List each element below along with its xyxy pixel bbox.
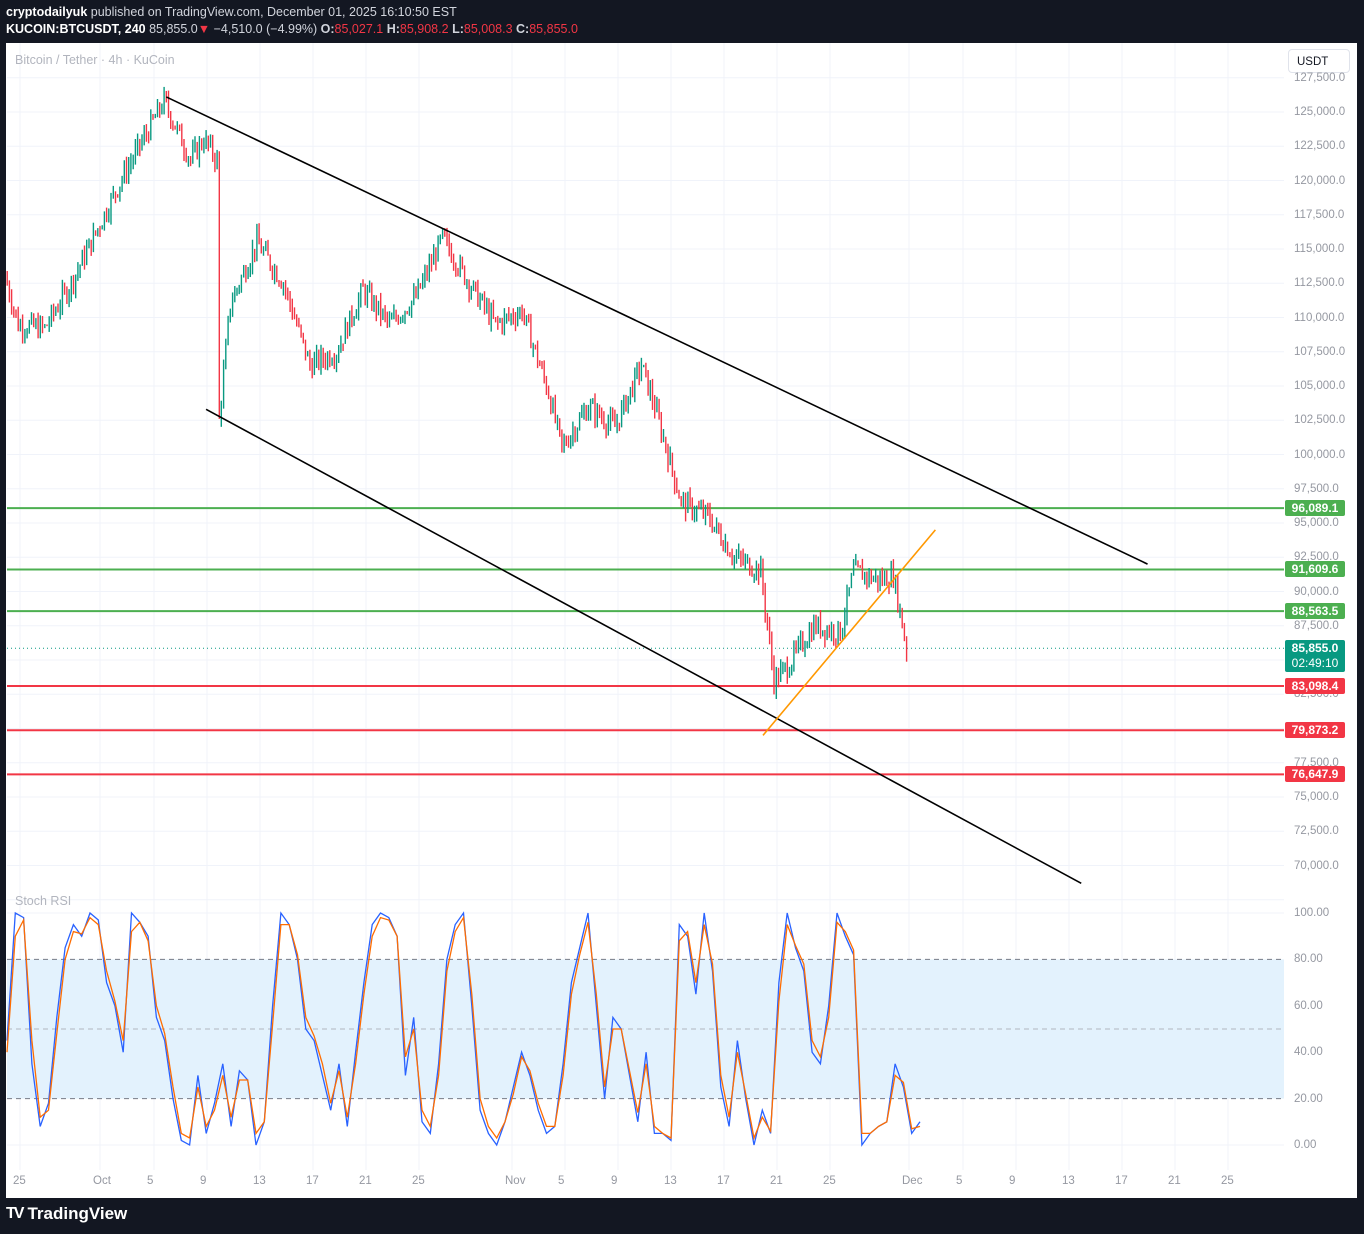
- price-level-badge: 91,609.6: [1285, 561, 1345, 578]
- publish-line: cryptodailyuk published on TradingView.c…: [6, 4, 578, 21]
- time-axis-label: 17: [717, 1175, 730, 1187]
- time-axis-label: 21: [1168, 1175, 1181, 1187]
- price-axis-label: 105,000.0: [1294, 380, 1346, 392]
- time-axis-label: 25: [1221, 1175, 1234, 1187]
- time-axis-label: 13: [1062, 1175, 1075, 1187]
- time-axis-label: 17: [1115, 1175, 1128, 1187]
- stoch-axis-label: 40.00: [1294, 1046, 1323, 1059]
- time-axis-label: 9: [1009, 1175, 1016, 1187]
- price-axis-label: 122,500.0: [1294, 140, 1346, 153]
- time-axis-label: 25: [823, 1175, 836, 1187]
- price-axis-label: 112,500.0: [1294, 277, 1345, 290]
- ohlc-open: O:85,027.1: [320, 22, 384, 36]
- price-axis-label: 107,500.0: [1294, 345, 1346, 358]
- current-price-badge: 85,855.0 02:49:10: [1285, 640, 1345, 673]
- time-axis-label: 5: [147, 1175, 154, 1187]
- price-axis-label: 100,000.0: [1294, 448, 1346, 461]
- price-level-badge: 76,647.9: [1285, 766, 1345, 783]
- time-axis-label: 9: [200, 1175, 207, 1187]
- time-axis-label: 21: [359, 1175, 372, 1187]
- price-axis-label: 110,000.0: [1294, 311, 1345, 324]
- price-level-badge: 83,098.4: [1285, 678, 1345, 695]
- currency-button[interactable]: USDT: [1288, 49, 1350, 73]
- published-text: published on TradingView.com, December 0…: [87, 5, 457, 19]
- price-change: −4,510.0 (−4.99%): [213, 22, 318, 36]
- time-axis-label: 17: [306, 1175, 319, 1187]
- time-axis-label: 25: [13, 1175, 26, 1187]
- time-axis-label: Oct: [93, 1175, 111, 1187]
- price-axis-label: 87,500.0: [1294, 619, 1339, 632]
- price-axis-label: 102,500.0: [1294, 414, 1346, 427]
- price-axis-label: 117,500.0: [1294, 208, 1345, 221]
- chart-title: Bitcoin / Tether · 4h · KuCoin: [15, 53, 175, 67]
- price-axis-label: 77,500.0: [1294, 756, 1339, 769]
- time-axis-label: 25: [412, 1175, 425, 1187]
- price-axis-label: 95,000.0: [1294, 517, 1339, 529]
- price-level-badge: 79,873.2: [1285, 722, 1345, 739]
- stoch-rsi-title: Stoch RSI: [15, 894, 72, 908]
- down-arrow-icon: ▼: [197, 22, 211, 36]
- stoch-axis-label: 60.00: [1294, 999, 1323, 1012]
- price-level-badge: 96,089.1: [1285, 500, 1345, 517]
- price-axis-label: 92,500.0: [1294, 551, 1339, 564]
- time-axis-label: 9: [611, 1175, 618, 1187]
- price-axis-label: 90,000.0: [1294, 585, 1339, 598]
- stoch-axis-label: 20.00: [1294, 1092, 1323, 1105]
- time-axis-label: Dec: [902, 1175, 923, 1187]
- author-name[interactable]: cryptodailyuk: [6, 5, 88, 19]
- ohlc-high: H:85,908.2: [386, 22, 449, 36]
- price-level-badge: 88,563.5: [1285, 603, 1345, 620]
- time-axis-label: 5: [558, 1175, 565, 1187]
- stoch-axis-label: 100.00: [1294, 907, 1330, 919]
- price-axis-label: 97,500.0: [1294, 482, 1339, 495]
- tradingview-brand: TV TradingView: [6, 1204, 127, 1224]
- price-axis-label: 115,000.0: [1294, 243, 1345, 255]
- time-axis-label: 13: [253, 1175, 266, 1187]
- time-axis-label: Nov: [505, 1175, 526, 1187]
- tradingview-logo-icon: TV: [6, 1205, 25, 1222]
- symbol-label: KUCOIN:BTCUSDT, 240: [6, 22, 146, 36]
- time-axis-label: 13: [664, 1175, 677, 1187]
- stoch-d-line: [6, 915, 921, 1141]
- stoch-axis-label: 80.00: [1294, 953, 1323, 966]
- symbol-line: KUCOIN:BTCUSDT, 240 85,855.0▼ −4,510.0 (…: [6, 21, 578, 38]
- brand-name: TradingView: [27, 1204, 128, 1223]
- publish-header: cryptodailyuk published on TradingView.c…: [6, 4, 578, 38]
- last-price: 85,855.0: [149, 22, 198, 36]
- ohlc-low: L:85,008.3: [452, 22, 513, 36]
- price-axis-label: 125,000.0: [1294, 106, 1346, 118]
- trendline-rising-line: [762, 529, 936, 736]
- stoch-axis-label: 0.00: [1294, 1139, 1317, 1151]
- time-axis-label: 21: [770, 1175, 783, 1187]
- price-axis-label: 75,000.0: [1294, 791, 1339, 803]
- price-axis-label: 127,500.0: [1294, 71, 1346, 84]
- price-axis-label: 70,000.0: [1294, 859, 1339, 872]
- price-axis-label: 120,000.0: [1294, 174, 1346, 187]
- channel-lower-line: [205, 408, 1082, 885]
- channel-upper-line: [165, 96, 1148, 565]
- price-axis-label: 72,500.0: [1294, 825, 1339, 838]
- ohlc-close: C:85,855.0: [516, 22, 578, 36]
- time-axis-label: 5: [956, 1175, 963, 1187]
